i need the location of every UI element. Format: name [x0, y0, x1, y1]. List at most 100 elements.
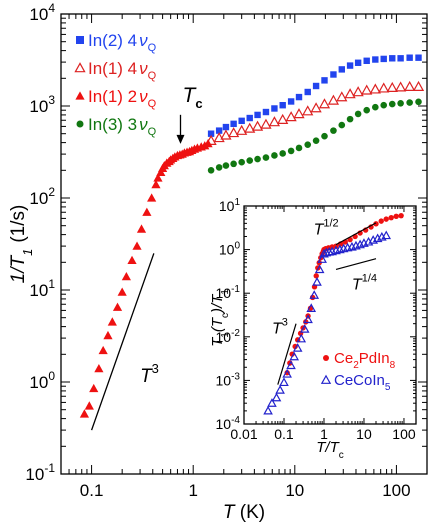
- data-point: [295, 93, 303, 101]
- data-point: [363, 106, 370, 114]
- x-tick-label: 100: [382, 481, 410, 500]
- data-point: [380, 55, 387, 63]
- data-point: [89, 383, 99, 393]
- data-point: [354, 59, 362, 66]
- data-point: [246, 157, 254, 164]
- inset-y-label-b: 1: [220, 332, 231, 338]
- inset-guide-line: [277, 323, 297, 385]
- data-point: [207, 167, 215, 174]
- y-tick-base: 10: [25, 465, 44, 484]
- data-point: [318, 98, 331, 109]
- legend-label-greek: ν: [139, 59, 148, 78]
- x-tick-label: 0.01: [230, 426, 257, 442]
- data-point: [262, 108, 270, 116]
- data-point: [361, 84, 373, 95]
- main-y-label-unit: (1/s): [8, 205, 29, 243]
- tc-symbol: T: [183, 84, 198, 107]
- legend-marker: [74, 62, 86, 73]
- data-point: [222, 162, 230, 169]
- inset-y-label-a: T: [209, 336, 226, 347]
- data-point: [230, 120, 237, 128]
- data-point: [205, 134, 217, 145]
- axes-frame: [60, 13, 428, 475]
- inset-plot-frame: [243, 205, 417, 425]
- inset-data-point: [393, 213, 399, 220]
- data-point: [127, 255, 137, 265]
- data-point: [271, 105, 278, 112]
- y-tick-label: 101: [29, 277, 55, 300]
- y-tick-base: 10: [216, 285, 232, 301]
- data-point: [321, 77, 328, 84]
- y-tick-base: 10: [219, 198, 235, 214]
- y-tick-exponent: -1: [231, 284, 240, 295]
- main-y-axis-label: 1/T1 (1/s): [8, 205, 35, 284]
- data-point: [310, 102, 322, 113]
- y-tick-base: 10: [29, 281, 48, 300]
- guide-symbol: T: [140, 366, 153, 387]
- data-point: [151, 179, 161, 189]
- data-point: [246, 114, 253, 122]
- series-circle: [207, 98, 422, 174]
- data-point: [220, 129, 232, 140]
- legend-label-greek: ν: [139, 115, 148, 134]
- inset-data-point: [313, 273, 319, 279]
- data-point: [103, 330, 113, 340]
- data-point: [244, 122, 256, 133]
- series-triangle-open: [205, 80, 425, 145]
- inset-legend-part2: PdIn: [359, 350, 390, 367]
- data-point: [412, 80, 425, 92]
- legend-label-greek: ν: [139, 31, 148, 50]
- data-point: [344, 88, 356, 99]
- y-tick-label: 10-2: [216, 328, 241, 345]
- inset-data-point: [263, 405, 273, 415]
- inset-data-point: [309, 290, 320, 299]
- inset-data-point: [267, 398, 277, 407]
- inset-data-point: [307, 305, 314, 312]
- inset-data-point: [303, 314, 313, 324]
- data-point: [132, 241, 142, 250]
- inset-legend-label: Ce2PdIn8: [334, 350, 396, 371]
- inset-data-point: [314, 264, 325, 274]
- data-point: [293, 108, 305, 119]
- inset-data-point: [282, 368, 292, 378]
- data-point: [369, 83, 381, 94]
- legend-label-main: In(1) 2: [88, 87, 137, 106]
- data-point: [251, 120, 264, 131]
- y-tick-label: 10-1: [25, 461, 55, 484]
- legend-label-main: In(1) 4: [88, 59, 137, 78]
- data-point: [254, 155, 261, 163]
- inset-data-point: [296, 333, 307, 343]
- data-point: [397, 99, 404, 107]
- data-point: [287, 98, 295, 105]
- legend-label-sub: Q: [148, 98, 157, 110]
- y-tick-exponent: 2: [48, 185, 55, 199]
- data-point: [404, 80, 416, 92]
- y-tick-label: 103: [29, 93, 55, 116]
- data-point: [279, 150, 286, 157]
- inset-y-label-f: )/T: [209, 293, 226, 315]
- inset-data-point: [289, 351, 300, 361]
- data-point: [372, 103, 379, 111]
- y-tick-base: 10: [29, 189, 48, 208]
- data-point: [295, 144, 303, 152]
- x-tick-label: 10: [356, 426, 372, 442]
- data-point: [213, 132, 225, 143]
- y-tick-exponent: 3: [48, 93, 55, 107]
- inset-guide-label: T3: [272, 316, 288, 337]
- guide-exponent: 3: [152, 361, 159, 376]
- data-point: [94, 363, 104, 373]
- data-point: [389, 55, 396, 62]
- data-point: [312, 137, 320, 144]
- legend-label-main: In(3) 3: [88, 115, 137, 134]
- data-point: [327, 94, 340, 105]
- data-point: [215, 127, 223, 134]
- data-point: [287, 147, 295, 155]
- inset-y-label-d: c: [220, 313, 231, 318]
- data-point: [352, 86, 364, 97]
- data-point: [222, 123, 230, 131]
- inset-legend-sub2: 8: [390, 360, 396, 371]
- y-tick-label: 10-3: [216, 371, 241, 388]
- data-point: [346, 62, 354, 69]
- legend-label: In(2) 4 νQ: [88, 31, 157, 54]
